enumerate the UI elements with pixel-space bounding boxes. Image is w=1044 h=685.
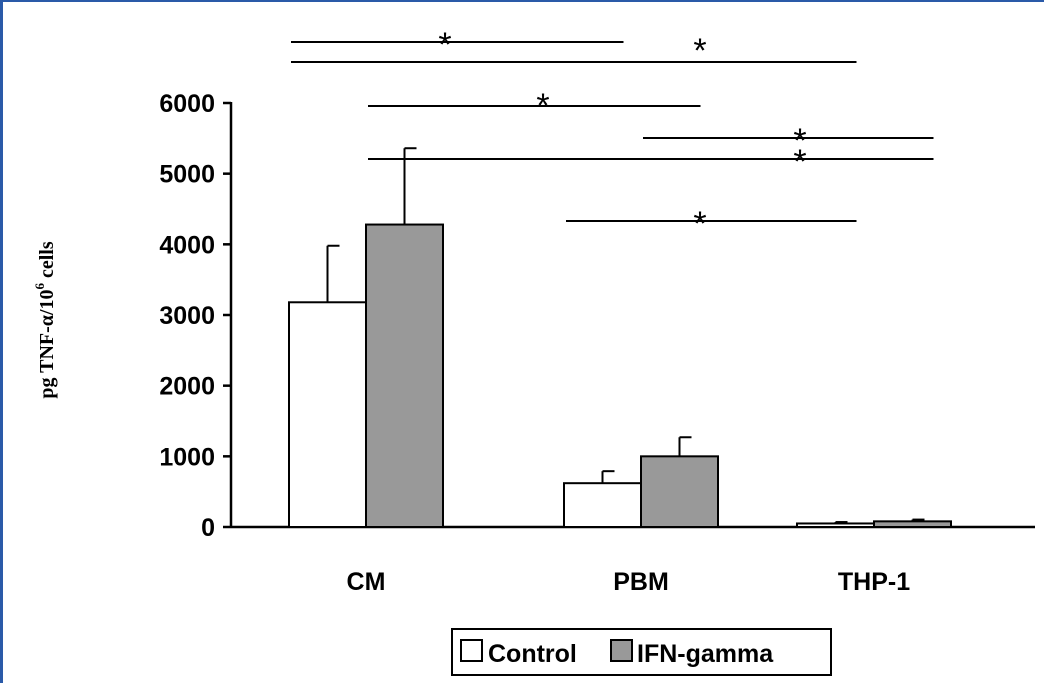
y-tick-label: 6000: [159, 90, 215, 118]
y-tick-label: 2000: [159, 373, 215, 401]
significance-star: *: [693, 32, 706, 70]
bar-cm-control: [289, 302, 366, 527]
y-ticks: 0 1000 2000 3000 4000 5000 6000: [159, 90, 231, 542]
y-tick-label: 5000: [159, 161, 215, 189]
y-axis-title-suffix: cells: [36, 241, 58, 283]
y-tick-label: 3000: [159, 302, 215, 330]
y-tick-label: 1000: [159, 443, 215, 471]
significance-star: *: [793, 143, 806, 181]
x-category-labels: CM PBM THP-1: [347, 568, 911, 596]
significance-brackets: * *****: [291, 26, 934, 243]
bar-thp-1-ifn-gamma: [874, 521, 951, 527]
significance-star: *: [438, 26, 451, 64]
y-axis-title-main: pg TNF-α/10: [36, 290, 58, 399]
legend-label-control: Control: [488, 640, 577, 668]
legend-label-ifn-gamma: IFN-gamma: [637, 640, 774, 668]
bar-pbm-ifn-gamma: [641, 456, 718, 527]
legend-swatch-ifn-gamma: [611, 640, 632, 661]
bar-pbm-control: [564, 483, 641, 527]
significance-star: *: [536, 87, 549, 125]
x-category-label: THP-1: [838, 568, 910, 596]
significance-star: *: [693, 205, 706, 243]
legend-swatch-control: [461, 640, 482, 661]
bars: [289, 148, 951, 527]
bar-thp-1-control: [797, 523, 874, 527]
y-tick-label: 4000: [159, 231, 215, 259]
bar-cm-ifn-gamma: [366, 225, 443, 527]
legend: Control IFN-gamma: [452, 629, 831, 675]
y-tick-label: 0: [201, 514, 215, 542]
y-axis-title: pg TNF-α/106 cells: [32, 241, 58, 399]
x-category-label: CM: [347, 568, 386, 596]
x-category-label: PBM: [613, 568, 669, 596]
